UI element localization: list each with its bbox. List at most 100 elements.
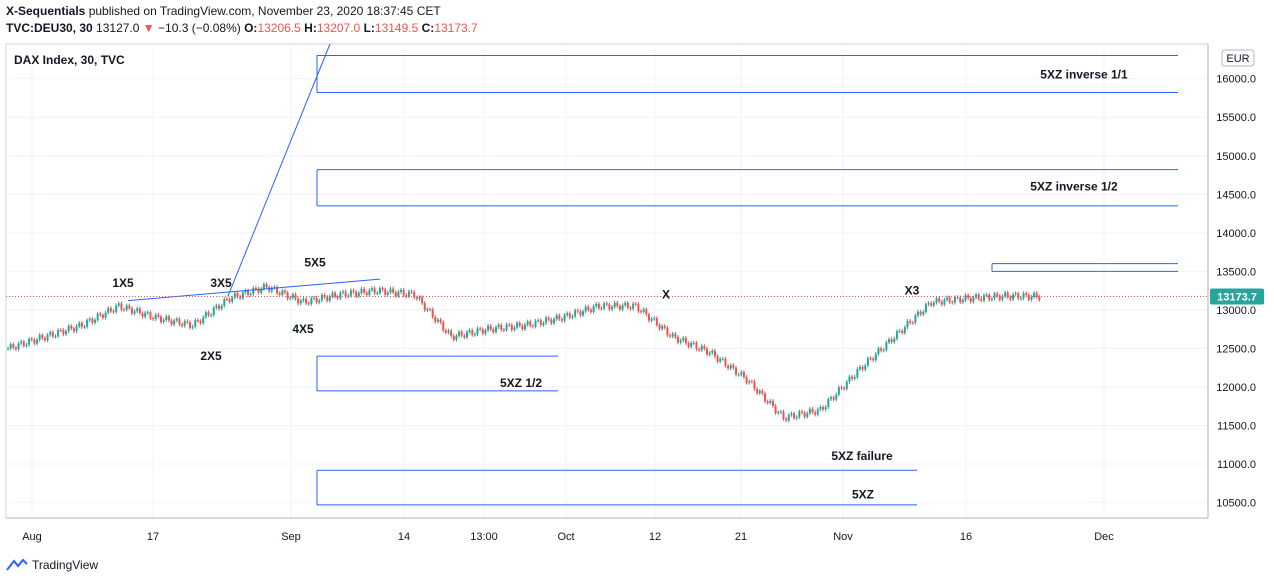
candle-body — [112, 311, 115, 313]
candle-body — [579, 311, 582, 316]
candle-body — [189, 322, 192, 328]
candle-body — [455, 335, 458, 340]
candle-body — [943, 299, 946, 305]
candle-body — [645, 309, 648, 315]
candle-body — [750, 381, 753, 383]
candle-body — [173, 320, 176, 325]
candle-body — [9, 344, 12, 349]
candle-body — [421, 297, 424, 304]
x-tick-label: 12 — [649, 531, 661, 543]
candle-body — [162, 320, 165, 322]
candle-body — [51, 332, 54, 337]
candle-body — [381, 288, 384, 290]
candle-body — [402, 289, 405, 296]
candle-body — [663, 326, 666, 328]
candle-body — [843, 388, 846, 390]
candle-body — [510, 325, 513, 330]
publisher-name[interactable]: X-Sequentials — [6, 4, 86, 18]
candle-body — [360, 288, 363, 293]
candle-body — [1001, 296, 1004, 300]
candle-body — [181, 324, 184, 326]
candle-body — [133, 311, 136, 314]
candle-body — [808, 408, 811, 414]
candle-body — [305, 298, 308, 304]
candle-body — [621, 305, 624, 310]
candle-body — [840, 387, 843, 389]
candle-body — [273, 287, 276, 289]
candle-body — [550, 319, 553, 324]
candle-body — [566, 313, 569, 315]
candle-body — [819, 407, 822, 410]
candle-body — [436, 319, 439, 322]
candle-body — [692, 342, 695, 344]
candle-body — [138, 308, 141, 314]
candle-body — [713, 350, 716, 357]
candle-body — [17, 343, 20, 350]
x-tick-label: 14 — [398, 531, 410, 543]
candle-body — [972, 297, 975, 302]
candle-body — [766, 401, 769, 403]
footer-brand[interactable]: TradingView — [32, 558, 99, 572]
candle-body — [708, 352, 711, 355]
candle-body — [502, 329, 505, 331]
candle-body — [25, 344, 28, 346]
plot-area[interactable] — [5, 43, 1209, 519]
candle-body — [529, 321, 532, 326]
tradingview-logo-icon[interactable] — [6, 558, 28, 572]
candle-body — [782, 411, 785, 419]
candle-body — [877, 348, 880, 354]
grid — [6, 44, 1208, 518]
annotation-label: 5XZ inverse 1/1 — [1040, 68, 1128, 82]
candle-body — [444, 330, 447, 333]
candle-body — [194, 320, 197, 327]
candle-body — [70, 326, 73, 329]
candle-body — [149, 312, 152, 319]
candle-body — [795, 417, 798, 419]
candle-body — [658, 324, 661, 329]
candle-body — [373, 288, 376, 294]
candle-body — [249, 293, 252, 295]
candle-body — [671, 333, 674, 337]
candle-body — [471, 330, 474, 335]
candle-body — [130, 308, 133, 314]
x-tick-label: 21 — [735, 531, 747, 543]
currency-badge[interactable] — [1221, 49, 1255, 67]
candle-body — [866, 358, 869, 366]
candle-body — [1030, 296, 1033, 300]
candle-body — [336, 296, 339, 299]
candle-body — [911, 322, 914, 324]
candle-body — [307, 303, 310, 305]
candle-body — [328, 296, 331, 301]
candle-body — [753, 381, 756, 389]
candle-body — [473, 334, 476, 336]
candle-body — [186, 321, 189, 323]
candle-body — [687, 343, 690, 347]
candle-body — [576, 310, 579, 312]
candle-body — [618, 306, 621, 310]
candle-body — [518, 322, 521, 326]
candle-body — [661, 326, 664, 329]
candle-body — [666, 327, 669, 336]
candle-body — [642, 309, 645, 312]
candle-body — [67, 326, 70, 332]
candle-body — [624, 302, 627, 306]
candle-body — [384, 289, 387, 295]
publish-info: X-Sequentials published on TradingView.c… — [6, 4, 441, 18]
candle-body — [202, 317, 205, 324]
candle-body — [394, 292, 397, 296]
candle-body — [1025, 293, 1028, 295]
candle-body — [1014, 293, 1017, 295]
x-tick-label: Aug — [22, 531, 42, 543]
candle-body — [953, 297, 956, 303]
x-tick-label: 16 — [960, 531, 972, 543]
candle-body — [901, 330, 904, 333]
candle-body — [513, 327, 516, 330]
candle-body — [1006, 292, 1009, 298]
candle-body — [975, 294, 978, 298]
candle-body — [96, 313, 99, 320]
candle-body — [152, 318, 155, 320]
candle-body — [816, 409, 819, 415]
candle-body — [837, 387, 840, 395]
candle-body — [460, 331, 463, 336]
